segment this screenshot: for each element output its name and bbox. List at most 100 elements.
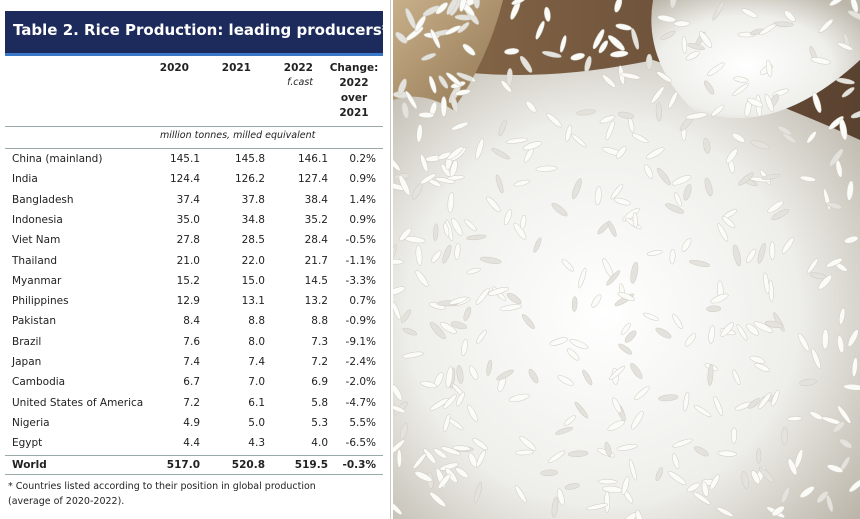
- rice-grain: [421, 53, 437, 61]
- rice-grain: [443, 413, 451, 433]
- rice-grain: [443, 394, 457, 409]
- rice-grain: [827, 464, 844, 473]
- cell: -0.5%: [345, 234, 376, 247]
- rice-grain: [594, 186, 602, 206]
- rice-grain: [655, 467, 663, 482]
- rice-grain: [467, 404, 478, 422]
- rice-grain: [667, 471, 687, 485]
- rice-grain: [750, 140, 770, 150]
- cell: -0.3%: [342, 459, 376, 471]
- rice-grain: [435, 177, 456, 184]
- rice-grain: [781, 237, 794, 254]
- rice-grain: [449, 296, 468, 305]
- rice-grain: [642, 312, 659, 321]
- rice-grain: [826, 202, 843, 210]
- rice-grain: [684, 333, 697, 347]
- rule: [5, 126, 383, 127]
- rice-grain: [754, 362, 770, 372]
- rice-grain: [732, 369, 741, 385]
- rice-grain: [561, 258, 574, 272]
- rice-grain: [604, 491, 610, 513]
- cell: 5.5%: [349, 416, 376, 429]
- rice-grain: [479, 256, 502, 264]
- rice-grain: [584, 56, 592, 73]
- rule: [5, 148, 383, 149]
- cell: 13.2: [304, 295, 328, 308]
- cell: 21.0: [176, 254, 200, 267]
- rice-grain: [546, 113, 563, 128]
- rice-grain: [618, 343, 633, 355]
- rice-grain: [650, 86, 665, 104]
- rice-grain: [564, 483, 580, 490]
- cell: 1.4%: [349, 193, 376, 206]
- rice-grain: [491, 147, 510, 160]
- cell: 7.4: [183, 356, 200, 368]
- rice-grain: [606, 270, 621, 286]
- rice-grain: [476, 449, 486, 468]
- rule: [5, 474, 383, 475]
- rice-grain: [634, 386, 650, 401]
- cell: 126.2: [234, 173, 265, 186]
- rice-grain: [784, 10, 796, 22]
- rice-grain: [440, 96, 447, 117]
- rice-grain: [617, 111, 635, 119]
- rice-grain: [452, 445, 471, 451]
- rice-grain: [807, 258, 819, 274]
- rice-grain: [837, 42, 854, 51]
- cell: 4.0: [311, 437, 328, 450]
- cell: 517.0: [166, 459, 200, 471]
- rice-grain: [838, 307, 846, 325]
- rice-grain: [475, 287, 490, 305]
- cell: -4.7%: [345, 396, 376, 409]
- rice-grain: [613, 197, 631, 206]
- rice-grain: [420, 154, 429, 173]
- column-header: 2020: [159, 62, 189, 74]
- rice-grain: [780, 486, 790, 504]
- rice-grain: [736, 324, 748, 341]
- rice-grain: [683, 391, 690, 412]
- rice-grain: [821, 328, 829, 350]
- rice-grain: [685, 51, 700, 61]
- rice-grain: [462, 43, 476, 56]
- rice-grain: [816, 491, 829, 503]
- rice-grain: [721, 216, 736, 229]
- rice-grain: [764, 320, 783, 329]
- rice-grain: [847, 10, 860, 22]
- rice-grain: [413, 453, 427, 469]
- rice-grain: [447, 175, 465, 181]
- rice-grain: [450, 321, 467, 330]
- rice-grain: [707, 62, 725, 77]
- cell: 35.0: [176, 213, 200, 226]
- rice-grain: [851, 357, 858, 378]
- rice-grain: [617, 291, 635, 301]
- rice-grain: [557, 488, 565, 506]
- rice-grain: [631, 28, 640, 50]
- rice-grain: [665, 203, 685, 214]
- rice-grain: [672, 453, 680, 470]
- rice-grain: [673, 20, 691, 27]
- rice-grain: [446, 0, 459, 15]
- rice-grain: [799, 486, 815, 498]
- rice-grain: [660, 30, 676, 40]
- rice-grain: [591, 294, 602, 308]
- rice-grain: [614, 0, 623, 13]
- rice-grain: [710, 293, 729, 304]
- rice-grain: [604, 441, 612, 457]
- rice-grain: [513, 222, 527, 240]
- rice-grain: [837, 405, 851, 424]
- rice-grain: [566, 348, 580, 361]
- column-header: over: [340, 92, 368, 104]
- cell: 21.7: [304, 254, 328, 267]
- rice-grain: [646, 249, 663, 256]
- rice-grain: [499, 304, 522, 311]
- rice-grain: [686, 482, 701, 493]
- rice-grain: [725, 148, 738, 164]
- rice-grain: [629, 458, 637, 481]
- rice-grain: [533, 237, 542, 253]
- rice-grain: [841, 87, 855, 98]
- cell: 6.9: [311, 376, 328, 389]
- rice-grain: [474, 481, 483, 503]
- rice-grain: [456, 72, 473, 82]
- cell: 0.2%: [349, 153, 376, 165]
- rice-grain: [393, 301, 401, 320]
